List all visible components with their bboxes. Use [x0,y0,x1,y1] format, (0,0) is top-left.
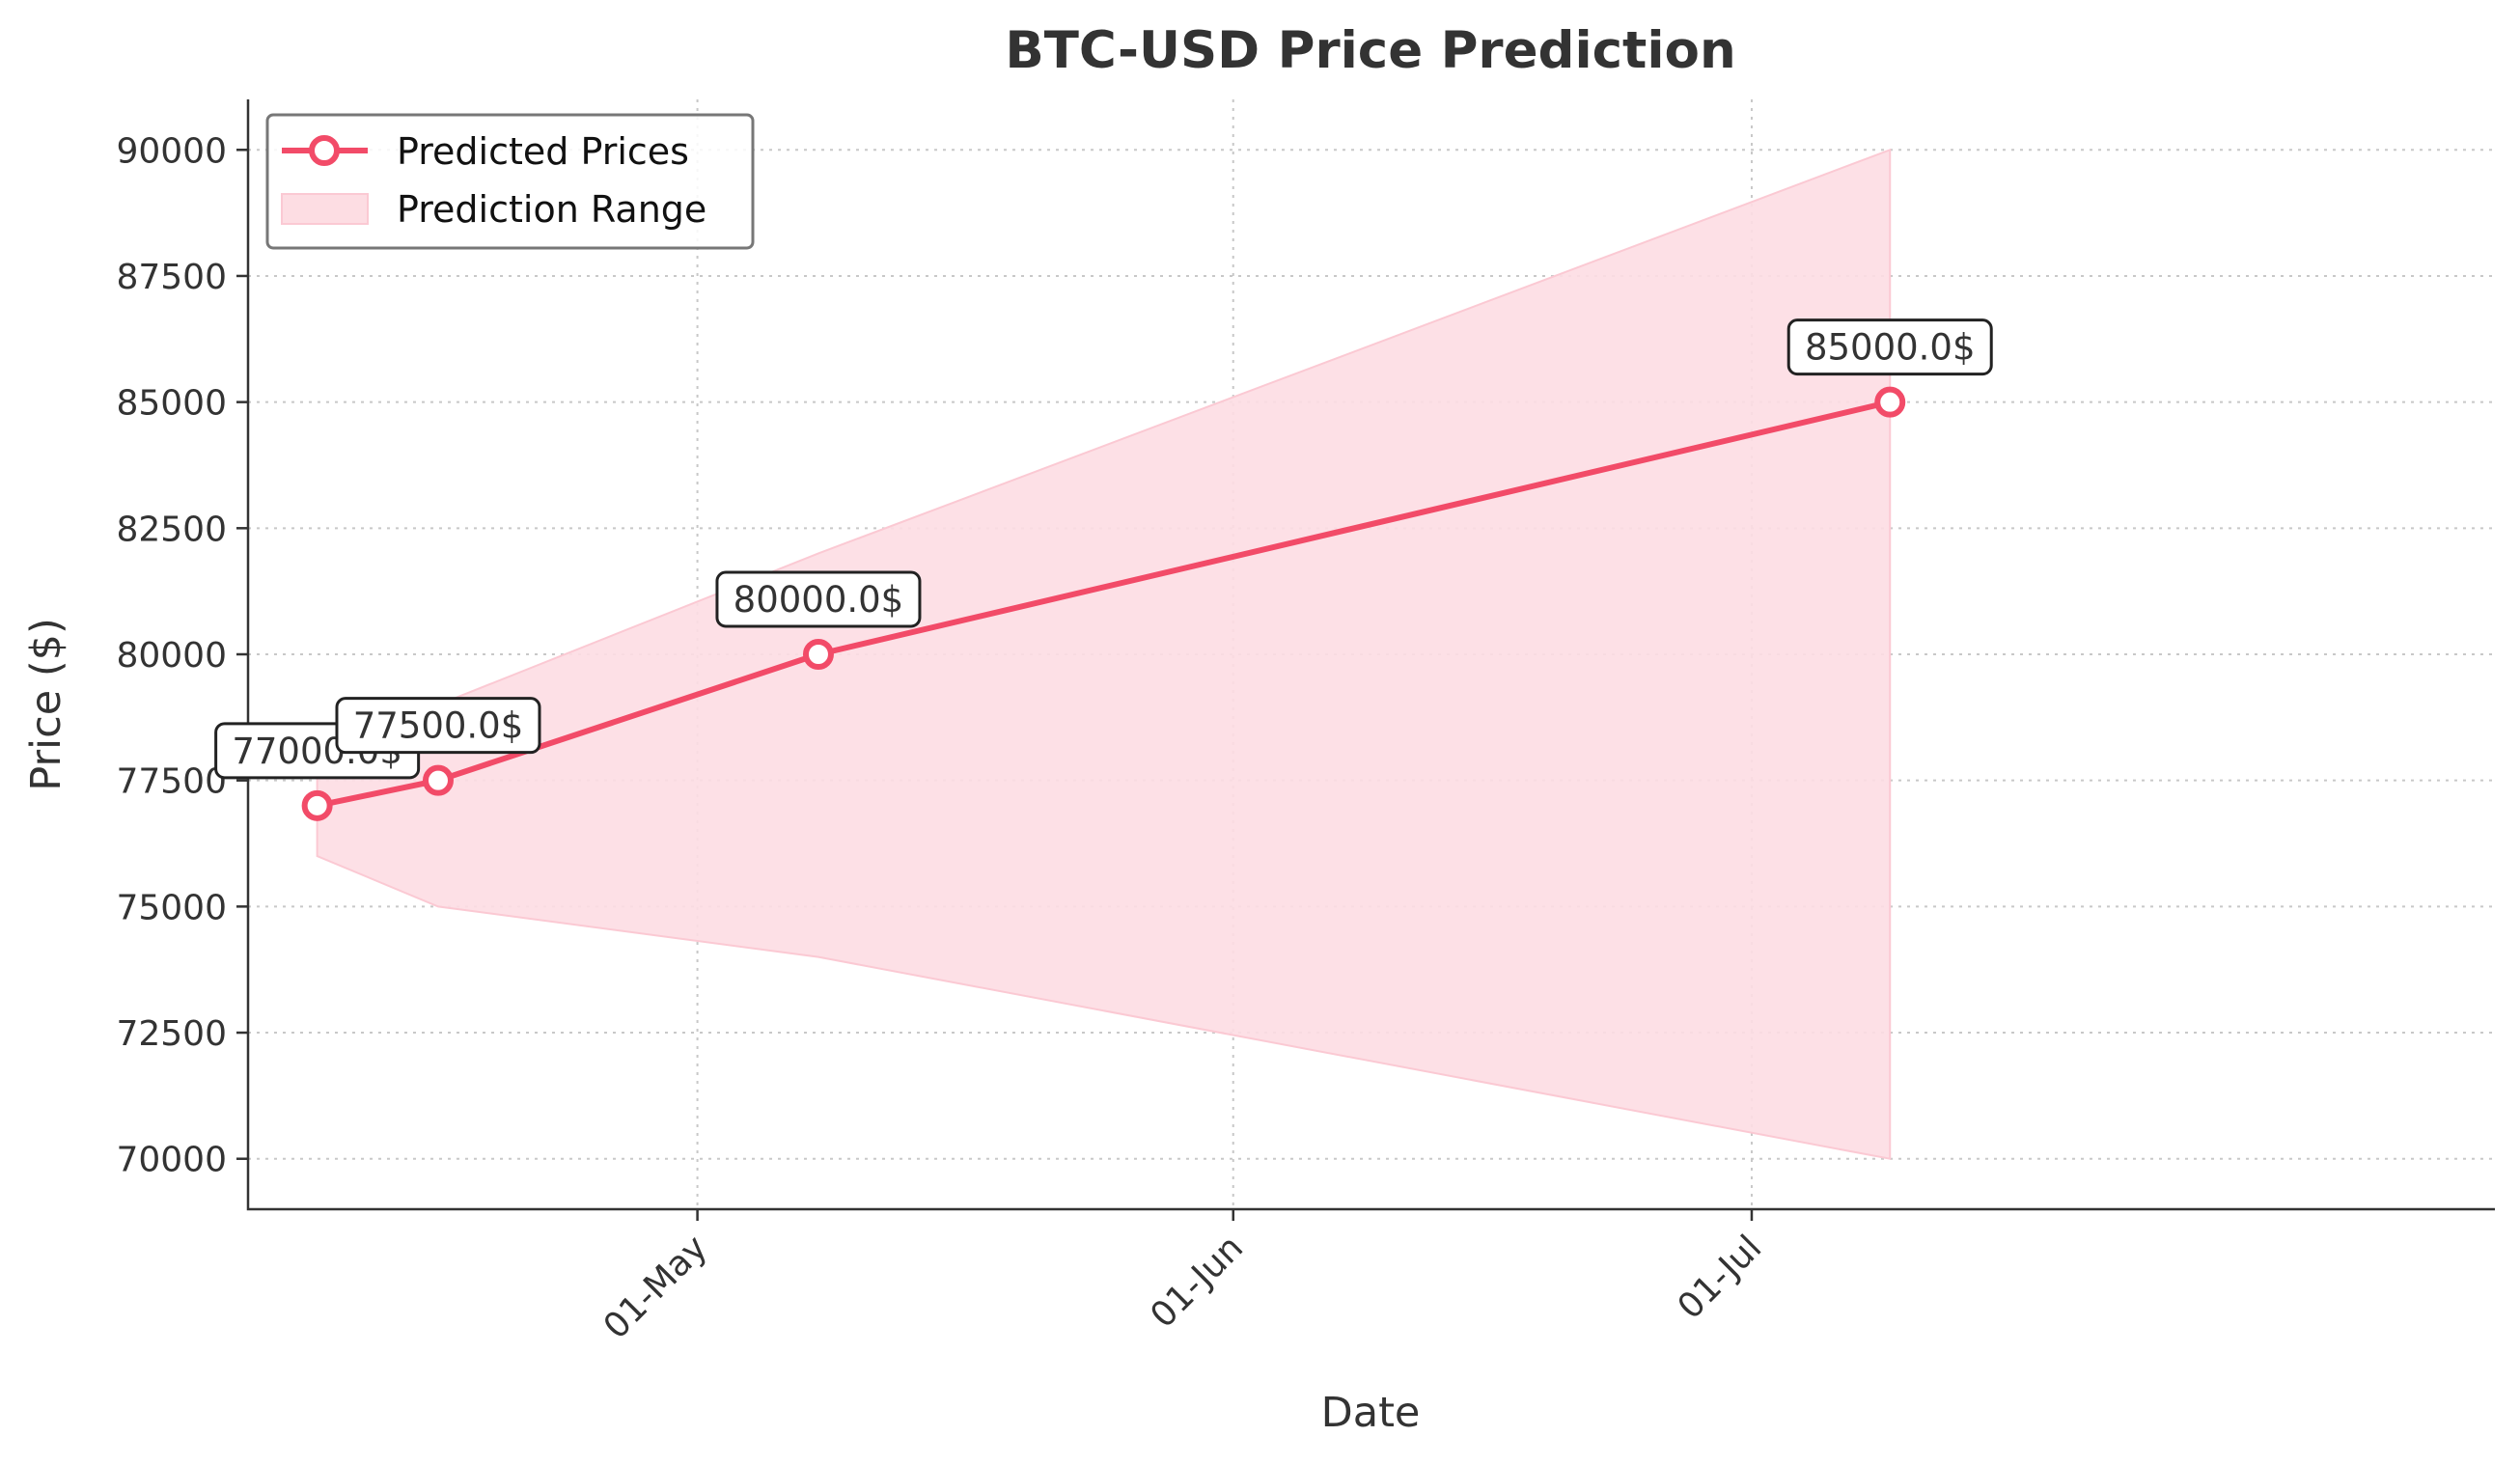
prediction-range-layer [316,148,1892,1160]
legend-label-range: Prediction Range [397,188,706,231]
y-tick-label: 70000 [116,1141,227,1180]
predicted-prices-line [317,399,1891,809]
y-tick-label: 75000 [116,888,227,927]
annotation-label: 77500.0$ [353,705,524,747]
annotation-label: 85000.0$ [1805,327,1976,369]
x-tick-label: 01-May [596,1228,715,1346]
legend-marker-swatch [309,135,340,166]
annotation-label: 80000.0$ [734,579,904,621]
y-tick-label: 90000 [116,131,227,171]
y-axis-label: Price ($) [22,618,70,790]
predicted-price-point [301,789,333,821]
annotation-box [335,697,541,755]
axis-spines [246,99,2495,1211]
y-tick-label: 72500 [116,1014,227,1054]
y-tick-label: 80000 [116,636,227,676]
prediction-range-band [316,148,1892,1160]
legend-range-swatch [281,193,369,225]
annotation-box [715,570,922,628]
predicted-price-point [802,639,834,670]
y-tick-label: 77500 [116,762,227,802]
chart-title: BTC-USD Price Prediction [1005,21,1735,80]
predicted-price-point [422,764,454,796]
legend-label-predicted: Predicted Prices [397,130,689,173]
y-tick-label: 82500 [116,510,227,549]
legend-frame [265,113,755,250]
annotations-layer: 77000.0$77500.0$80000.0$85000.0$ [214,318,1993,780]
legend: Predicted Prices Prediction Range [265,113,755,250]
y-tick-label: 87500 [116,258,227,297]
x-axis-label: Date [1321,1389,1421,1437]
x-tick-label: 01-Jun [1143,1228,1251,1336]
x-tick-label: 01-Jul [1671,1228,1770,1327]
predicted-price-point [1874,386,1906,418]
y-tick-label: 85000 [116,384,227,424]
predicted-prices-layer [301,386,1906,821]
annotation-box [1786,318,1993,376]
